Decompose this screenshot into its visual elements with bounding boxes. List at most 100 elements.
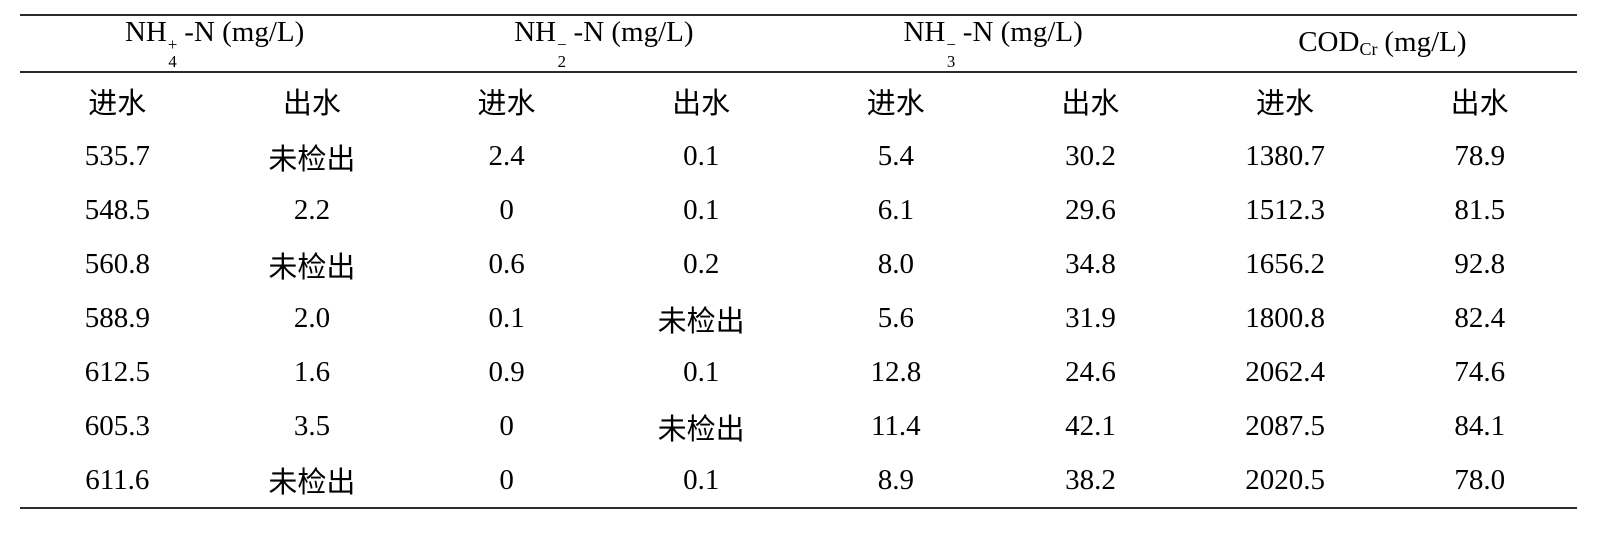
table-row: 605.3 3.5 0 未检出 11.4 42.1 2087.5 84.1 bbox=[20, 400, 1577, 454]
table-cell: 588.9 bbox=[84, 302, 150, 335]
column-group-header-nh4: NH +4 -N (mg/L) bbox=[20, 15, 409, 72]
table-cell: 92.8 bbox=[1454, 248, 1506, 281]
subheader-effluent: 出水 bbox=[1450, 88, 1509, 121]
table-cell: 548.5 bbox=[84, 194, 150, 227]
table-cell: 0.6 bbox=[488, 248, 525, 281]
table-cell: 81.5 bbox=[1454, 194, 1506, 227]
subheader-influent: 进水 bbox=[477, 88, 536, 121]
table-cell: 38.2 bbox=[1065, 463, 1116, 496]
chem-base: NH bbox=[124, 16, 167, 48]
chem-formula-nh3: NH −3 -N (mg/L) bbox=[903, 16, 1082, 70]
table-head: NH +4 -N (mg/L) NH −2 -N (mg/L) NH −3 -N (mg/L… bbox=[20, 15, 1577, 130]
sub-sup-stack: +4 bbox=[167, 35, 178, 72]
subheader-effluent: 出水 bbox=[1061, 88, 1120, 121]
table-row: 612.5 1.6 0.9 0.1 12.8 24.6 2062.4 74.6 bbox=[20, 346, 1577, 400]
table-body: 535.7 未检出 2.4 0.1 5.4 30.2 1380.7 78.9 548.5 2.2 0… bbox=[20, 130, 1577, 508]
subheader-effluent: 出水 bbox=[672, 88, 731, 121]
table-cell: 1656.2 bbox=[1245, 248, 1325, 281]
table-cell: 0 bbox=[499, 410, 514, 443]
table-cell: 24.6 bbox=[1065, 356, 1116, 389]
table-cell: 612.5 bbox=[84, 356, 150, 389]
table-cell: 605.3 bbox=[84, 410, 150, 443]
chem-formula-cod: CODCr (mg/L) bbox=[1298, 26, 1467, 59]
table-cell: 未检出 bbox=[657, 413, 745, 446]
water-quality-table: NH +4 -N (mg/L) NH −2 -N (mg/L) NH −3 -N (mg/L… bbox=[20, 14, 1577, 509]
table-cell: 0.1 bbox=[683, 463, 720, 496]
table-cell: 未检出 bbox=[268, 467, 356, 500]
chem-superscript: + bbox=[167, 35, 178, 55]
table-cell: 2087.5 bbox=[1245, 410, 1325, 443]
table-cell: 8.9 bbox=[877, 463, 914, 496]
table-cell: 2.2 bbox=[293, 194, 331, 227]
table-cell: 未检出 bbox=[268, 143, 356, 176]
table-row: 588.9 2.0 0.1 未检出 5.6 31.9 1800.8 82.4 bbox=[20, 292, 1577, 346]
column-group-header-nh2: NH −2 -N (mg/L) bbox=[409, 15, 798, 72]
column-group-header-cod: CODCr (mg/L) bbox=[1188, 15, 1577, 72]
table-cell: 1380.7 bbox=[1245, 140, 1325, 173]
chem-unit: (mg/L) bbox=[1384, 26, 1467, 59]
sub-sup-stack: −3 bbox=[946, 35, 956, 72]
chem-superscript: − bbox=[557, 35, 567, 55]
table-cell: 6.1 bbox=[877, 194, 914, 227]
column-group-row: NH +4 -N (mg/L) NH −2 -N (mg/L) NH −3 -N (mg/L… bbox=[20, 15, 1577, 72]
subheader-influent: 进水 bbox=[1256, 88, 1315, 121]
table-cell: 1800.8 bbox=[1245, 302, 1325, 335]
sub-sup-stack: −2 bbox=[557, 35, 567, 72]
chem-base: NH bbox=[514, 16, 557, 48]
table-row: 611.6 未检出 0 0.1 8.9 38.2 2020.5 78.0 bbox=[20, 454, 1577, 508]
table-row: 560.8 未检出 0.6 0.2 8.0 34.8 1656.2 92.8 bbox=[20, 238, 1577, 292]
table-cell: 2.0 bbox=[293, 302, 331, 335]
table-cell: 84.1 bbox=[1454, 410, 1506, 443]
table-cell: 535.7 bbox=[84, 140, 150, 173]
table-cell: 78.9 bbox=[1454, 140, 1506, 173]
table-cell: 0.1 bbox=[683, 356, 720, 389]
table-cell: 2062.4 bbox=[1245, 356, 1325, 389]
table-cell: 5.6 bbox=[877, 302, 914, 335]
table-row: 548.5 2.2 0 0.1 6.1 29.6 1512.3 81.5 bbox=[20, 184, 1577, 238]
table-container: NH +4 -N (mg/L) NH −2 -N (mg/L) NH −3 -N (mg/L… bbox=[20, 14, 1577, 509]
chem-base: NH bbox=[903, 16, 946, 48]
table-cell: 2.4 bbox=[488, 140, 525, 173]
subheader-row: 进水 出水 进水 出水 进水 出水 进水 出水 bbox=[20, 72, 1577, 130]
table-cell: 0.2 bbox=[683, 248, 720, 281]
table-cell: 未检出 bbox=[268, 251, 356, 284]
table-cell: 未检出 bbox=[657, 305, 745, 338]
chem-subscript: 2 bbox=[557, 52, 567, 72]
table-cell: 0.1 bbox=[488, 302, 525, 335]
table-cell: 5.4 bbox=[877, 140, 914, 173]
table-cell: 8.0 bbox=[877, 248, 914, 281]
table-cell: 30.2 bbox=[1065, 140, 1116, 173]
table-cell: 42.1 bbox=[1065, 410, 1116, 443]
chem-base: COD bbox=[1298, 26, 1360, 59]
table-cell: 34.8 bbox=[1065, 248, 1116, 281]
table-cell: 1.6 bbox=[293, 356, 331, 389]
table-cell: 1512.3 bbox=[1245, 194, 1325, 227]
table-cell: 0 bbox=[499, 194, 514, 227]
table-cell: 74.6 bbox=[1454, 356, 1506, 389]
table-cell: 82.4 bbox=[1454, 302, 1506, 335]
table-cell: 611.6 bbox=[85, 463, 150, 496]
chem-formula-nh4: NH +4 -N (mg/L) bbox=[124, 16, 305, 70]
table-cell: 2020.5 bbox=[1245, 463, 1325, 496]
chem-unit: -N (mg/L) bbox=[184, 16, 305, 48]
table-cell: 0.9 bbox=[488, 356, 525, 389]
chem-unit: -N (mg/L) bbox=[573, 16, 694, 48]
table-cell: 0 bbox=[499, 463, 514, 496]
column-group-header-nh3: NH −3 -N (mg/L) bbox=[799, 15, 1188, 72]
table-cell: 0.1 bbox=[683, 140, 720, 173]
table-row: 535.7 未检出 2.4 0.1 5.4 30.2 1380.7 78.9 bbox=[20, 130, 1577, 184]
table-cell: 11.4 bbox=[870, 410, 921, 443]
chem-formula-nh2: NH −2 -N (mg/L) bbox=[514, 16, 694, 70]
chem-subscript: 3 bbox=[946, 52, 956, 72]
subheader-effluent: 出水 bbox=[282, 88, 341, 121]
table-cell: 29.6 bbox=[1065, 194, 1116, 227]
table-cell: 78.0 bbox=[1454, 463, 1506, 496]
chem-subscript: 4 bbox=[168, 52, 177, 72]
table-cell: 31.9 bbox=[1065, 302, 1116, 335]
subheader-influent: 进水 bbox=[88, 88, 147, 121]
table-cell: 0.1 bbox=[683, 194, 720, 227]
table-cell: 560.8 bbox=[84, 248, 150, 281]
table-cell: 12.8 bbox=[870, 356, 922, 389]
subheader-influent: 进水 bbox=[866, 88, 925, 121]
chem-superscript: − bbox=[946, 35, 956, 55]
